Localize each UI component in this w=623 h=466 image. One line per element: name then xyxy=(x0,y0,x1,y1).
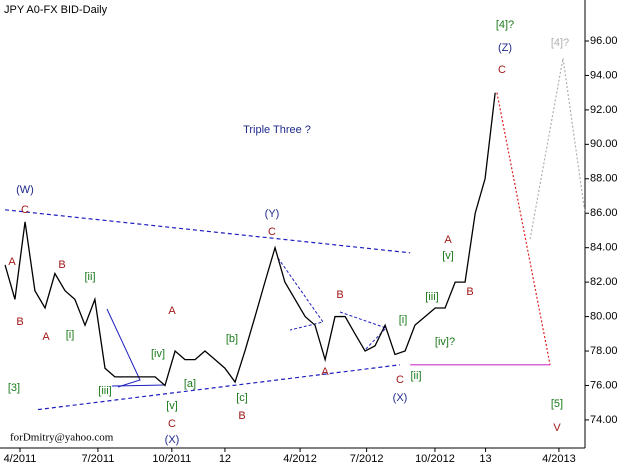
wave-label: C xyxy=(498,64,506,76)
x-tick-label: 12 xyxy=(219,453,231,465)
y-tick-label: 92.00 xyxy=(590,104,618,116)
y-tick-label: 82.00 xyxy=(590,276,618,288)
wave-label: [ii] xyxy=(411,370,422,382)
wave-label: B xyxy=(466,286,473,298)
wave-label: B xyxy=(238,410,245,422)
y-tick-label: 96.00 xyxy=(590,35,618,47)
wave-label: [i] xyxy=(399,314,408,326)
x-tick-label: 10/2012 xyxy=(415,453,455,465)
wave-label: C xyxy=(168,418,176,430)
trend-line xyxy=(37,364,401,411)
y-tick-label: 84.00 xyxy=(590,242,618,254)
x-tick-label: 7/2011 xyxy=(82,453,115,465)
y-tick-label: 90.00 xyxy=(590,138,618,150)
trend-line xyxy=(4,209,411,254)
wave-label: forDmitry@yahoo.com xyxy=(10,432,114,444)
wave-label: [c] xyxy=(236,392,248,404)
wave-label: [4]? xyxy=(496,19,514,31)
x-tick-label: 4/2011 xyxy=(4,453,37,465)
wave-label: C xyxy=(268,226,276,238)
wave-label: A xyxy=(42,331,50,343)
wave-label: [v] xyxy=(442,250,454,262)
wave-label: (X) xyxy=(393,392,408,404)
wave-label: [5] xyxy=(551,398,563,410)
price-line xyxy=(4,92,496,387)
wave-label: [iv] xyxy=(151,348,165,360)
x-tick-label: 4/2013 xyxy=(542,453,576,465)
wave-label: [ii] xyxy=(85,271,96,283)
chart-title: JPY A0-FX BID-Daily xyxy=(4,4,108,16)
wave-line xyxy=(339,311,387,351)
y-tick-label: 80.00 xyxy=(590,310,618,322)
wave-label: A xyxy=(168,305,176,317)
wave-label: [iv]? xyxy=(435,336,455,348)
wave-line xyxy=(111,384,166,387)
wave-label: (Y) xyxy=(265,208,280,220)
wave-label: [i] xyxy=(66,329,75,341)
wave-label: C xyxy=(21,204,29,216)
wave-label: (Z) xyxy=(498,42,512,54)
wave-label: (X) xyxy=(165,434,180,446)
wave-label: (W) xyxy=(16,184,34,196)
y-tick-label: 88.00 xyxy=(590,173,618,185)
x-tick-label: 13 xyxy=(479,453,491,465)
wave-label: [a] xyxy=(184,378,196,390)
y-tick-label: 76.00 xyxy=(590,379,618,391)
wave-label: V xyxy=(553,422,561,434)
y-tick-label: 94.00 xyxy=(590,69,618,81)
y-tick-label: 78.00 xyxy=(590,345,618,357)
wave-label: B xyxy=(16,316,23,328)
wave-label: A xyxy=(8,256,16,268)
x-tick-label: 4/2012 xyxy=(283,453,317,465)
wave-label: [iii] xyxy=(425,291,438,303)
wave-label: A xyxy=(444,234,452,246)
y-tick-label: 74.00 xyxy=(590,414,618,426)
wave-label: [iii] xyxy=(98,385,111,397)
wave-label: A xyxy=(321,366,329,378)
wave-label: [v] xyxy=(166,400,178,412)
y-tick-label: 86.00 xyxy=(590,207,618,219)
wave-label: [b] xyxy=(226,333,238,345)
wave-label: Triple Three ? xyxy=(243,124,311,136)
wave-label: B xyxy=(58,259,65,271)
wave-label: [4]? xyxy=(551,37,569,49)
wave-label: [3] xyxy=(8,382,20,394)
x-tick-label: 7/2012 xyxy=(350,453,384,465)
wave-line xyxy=(277,257,324,331)
wave-label: B xyxy=(336,289,343,301)
wave-line xyxy=(106,308,141,388)
wave-label: C xyxy=(396,374,404,386)
x-tick-label: 10/2011 xyxy=(152,453,191,465)
trend-line xyxy=(529,58,586,240)
